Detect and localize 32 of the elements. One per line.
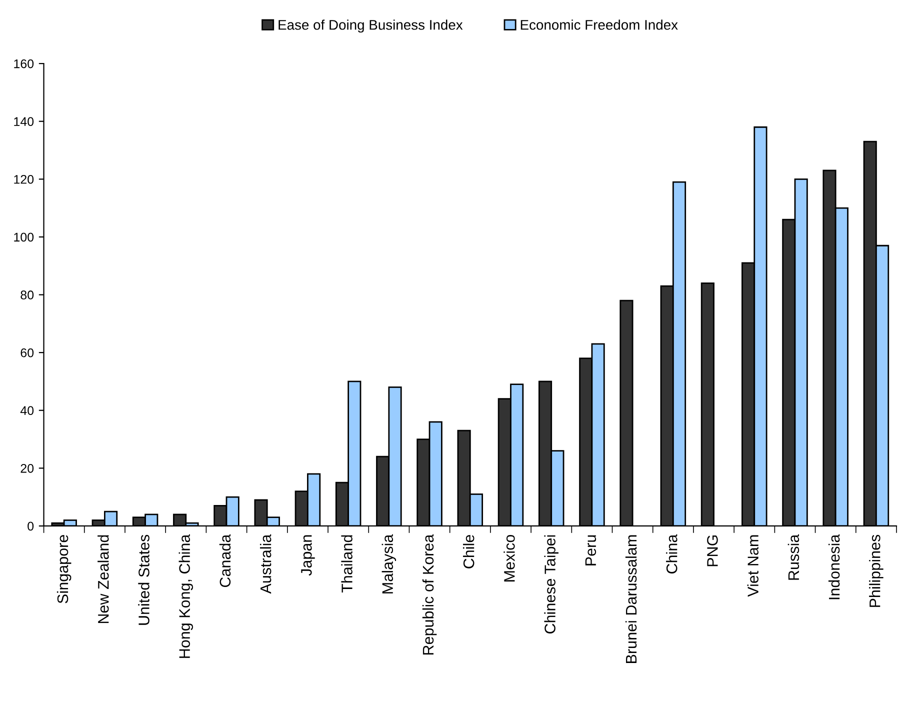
y-tick-label: 140: [14, 117, 34, 126]
x-tick-label: Hong Kong, China: [178, 534, 194, 658]
y-tick-label: 0: [28, 522, 34, 531]
y-tick-label: 60: [20, 348, 34, 358]
y-tick-label: 160: [14, 59, 34, 68]
x-tick-label: Russia: [788, 534, 800, 580]
x-tick-label: China: [666, 534, 678, 574]
x-tick-label: Malaysia: [382, 534, 396, 594]
x-tick-label: Indonesia: [828, 534, 840, 600]
y-tick-label: 100: [14, 232, 34, 242]
x-tick-label: Japan: [301, 535, 315, 576]
legend-label: Ease of Doing Business Index: [278, 20, 463, 33]
y-tick-label: 20: [20, 464, 34, 473]
x-tick-label: Republic of Korea: [422, 534, 437, 654]
x-tick-label: Thailand: [341, 535, 352, 593]
x-tick-label: Canada: [219, 534, 231, 588]
x-tick-label: United States: [138, 534, 150, 625]
y-tick-label: 80: [20, 290, 34, 300]
x-tick-label: Singapore: [56, 534, 72, 604]
x-tick-label: Chile: [463, 534, 474, 568]
x-tick-label: Brunei Darussalam: [625, 535, 637, 663]
x-tick-label: New Zealand: [98, 535, 109, 624]
x-tick-label: Mexico: [504, 534, 515, 582]
x-tick-label: Philippines: [869, 534, 884, 607]
legend-label: Economic Freedom Index: [520, 20, 678, 30]
x-tick-label: Viet Nam: [747, 535, 758, 597]
x-tick-label: Australia: [260, 534, 272, 594]
x-tick-label: Peru: [585, 535, 596, 566]
x-tick-label: Chinese Taipei: [544, 535, 558, 634]
x-tick-label: PNG: [707, 535, 718, 566]
y-tick-label: 40: [20, 406, 34, 416]
y-tick-label: 120: [14, 174, 34, 184]
